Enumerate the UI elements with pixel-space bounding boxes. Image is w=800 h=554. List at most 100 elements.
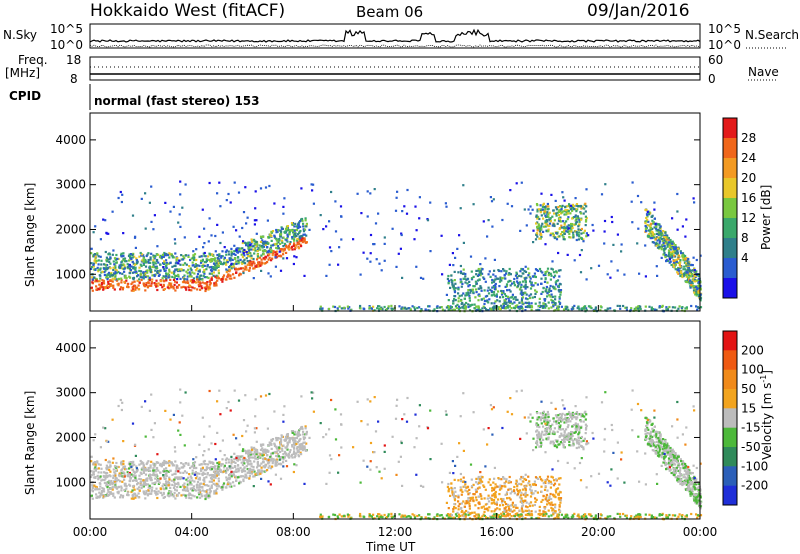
power-cell — [347, 307, 350, 310]
power-cell — [376, 307, 379, 310]
velocity-cell — [520, 497, 523, 500]
power-cell — [242, 252, 245, 255]
velocity-cell — [546, 489, 549, 492]
power-cell — [458, 305, 461, 308]
velocity-cell — [520, 501, 524, 504]
power-cell — [299, 220, 302, 223]
power-cell — [92, 262, 95, 265]
velocity-cell — [102, 490, 106, 493]
power-cell — [679, 250, 682, 253]
power-cell — [464, 281, 467, 284]
power-cell — [587, 234, 590, 237]
power-cell — [491, 294, 494, 297]
power-cell — [669, 243, 672, 246]
velocity-cell — [94, 463, 97, 466]
power-cell — [585, 219, 588, 222]
velocity-cell — [504, 507, 507, 510]
velocity-cell — [195, 466, 198, 470]
power-cell — [104, 287, 107, 290]
power-cell — [188, 288, 191, 292]
power-cell — [580, 218, 583, 221]
power-cell — [225, 268, 228, 271]
velocity-cell — [230, 458, 233, 461]
power-cell — [136, 279, 139, 282]
power-cell — [259, 187, 263, 190]
power-cell — [685, 262, 688, 265]
power-cell — [186, 278, 189, 281]
power-cell — [688, 270, 691, 273]
velocity-cell — [303, 448, 306, 451]
power-cell — [503, 293, 506, 296]
velocity-cell — [534, 500, 537, 503]
velocity-cell — [492, 488, 496, 491]
power-cell — [461, 301, 464, 305]
power-cell — [91, 281, 94, 284]
velocity-cell — [142, 491, 145, 494]
power-cell — [131, 214, 135, 217]
power-cell — [558, 209, 561, 212]
power-cell — [230, 254, 233, 257]
velocity-cell — [232, 481, 235, 484]
power-cell — [553, 302, 556, 305]
power-cell — [120, 281, 123, 284]
power-cell — [684, 254, 687, 258]
power-cell — [136, 261, 139, 264]
power-cell — [677, 272, 680, 275]
velocity-cell — [519, 500, 522, 503]
velocity-cell — [509, 504, 513, 507]
velocity-cell — [217, 485, 220, 488]
power-cell — [99, 238, 102, 241]
power-cell — [447, 299, 450, 302]
power-cell — [462, 272, 465, 275]
velocity-cell — [266, 462, 270, 465]
power-cell — [166, 253, 170, 257]
power-cell — [510, 307, 513, 310]
power-cell — [411, 305, 414, 308]
power-cell — [551, 260, 554, 263]
velocity-cell — [518, 489, 522, 492]
power-cell — [524, 285, 527, 289]
velocity-cell — [224, 458, 227, 461]
velocity-cell — [227, 458, 230, 461]
power-cell — [547, 213, 550, 216]
power-cell — [459, 278, 462, 281]
power-cell — [582, 307, 585, 310]
power-cell — [141, 276, 144, 279]
velocity-cell — [220, 464, 223, 467]
velocity-cell — [153, 490, 156, 493]
power-cell — [259, 263, 262, 266]
velocity-cell — [114, 481, 117, 484]
power-cell — [102, 279, 105, 282]
power-cell — [126, 263, 129, 266]
power-cell — [492, 293, 495, 296]
power-cell — [578, 218, 581, 222]
velocity-cell — [228, 477, 232, 480]
power-cell — [253, 223, 256, 226]
velocity-cell — [186, 486, 189, 489]
power-cell — [655, 232, 659, 235]
power-cell — [303, 274, 306, 277]
power-cell — [669, 246, 672, 249]
velocity-cell — [142, 462, 145, 465]
velocity-cell — [201, 486, 204, 489]
power-cell — [298, 240, 301, 243]
power-cell — [251, 261, 254, 264]
velocity-cell — [277, 463, 280, 466]
power-cell — [660, 248, 663, 251]
power-cell — [142, 262, 145, 265]
power-cell — [405, 212, 409, 215]
power-cell — [112, 284, 115, 287]
power-cell — [546, 267, 550, 270]
power-cell — [501, 306, 504, 309]
power-cell — [686, 259, 689, 262]
power-cell — [492, 291, 496, 294]
velocity-cell — [516, 485, 519, 488]
power-cell — [686, 271, 689, 274]
power-cell — [575, 238, 578, 242]
power-cell — [243, 248, 246, 252]
power-cell — [415, 265, 418, 268]
power-cell — [659, 229, 662, 232]
power-cell — [312, 202, 315, 205]
power-cell — [284, 231, 287, 234]
power-cell — [547, 215, 550, 218]
